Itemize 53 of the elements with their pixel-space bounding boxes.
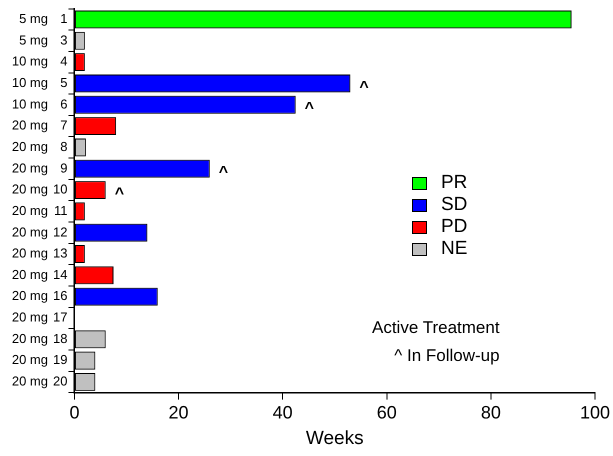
y-tick-label: 5 bbox=[60, 75, 68, 90]
text: 20 mg bbox=[12, 330, 48, 346]
text: 20 mg bbox=[12, 310, 48, 325]
annotation: ^ bbox=[304, 100, 314, 118]
text: 20 mg bbox=[12, 138, 48, 154]
y-tick-label: 14 bbox=[52, 266, 68, 282]
annotation: ^ bbox=[218, 164, 228, 182]
y-tick-label: 20 bbox=[52, 374, 68, 389]
text: 20 mg bbox=[12, 266, 48, 282]
annotation: ^ In Follow-up bbox=[393, 345, 500, 367]
y-tick-label: 12 bbox=[52, 224, 68, 240]
y-tick-label: 9 bbox=[60, 160, 68, 176]
y-tick-label: 18 bbox=[52, 330, 68, 346]
y-tick-label: 6 bbox=[60, 96, 68, 112]
text: 20 mg bbox=[12, 118, 48, 133]
text: 20 mg bbox=[12, 160, 48, 176]
y-tick-label: 10 bbox=[52, 182, 68, 197]
text: 20 mg bbox=[12, 224, 48, 240]
text: 10 mg bbox=[12, 75, 48, 90]
y-tick-label: 1 bbox=[60, 11, 68, 26]
x-axis-title: Weeks bbox=[306, 428, 364, 449]
y-tick-label: 16 bbox=[52, 288, 68, 304]
y-tick-label: 8 bbox=[60, 138, 68, 154]
x-tick-label: 40 bbox=[272, 402, 293, 422]
text: 20 mg bbox=[12, 202, 48, 218]
text: 20 mg bbox=[12, 374, 48, 389]
annotation: ^ bbox=[114, 185, 124, 202]
y-tick-label: 17 bbox=[52, 310, 68, 325]
legend-label: SD bbox=[441, 194, 468, 216]
y-tick-label: 19 bbox=[52, 352, 68, 368]
text: 20 mg bbox=[12, 288, 48, 304]
legend-label: PD bbox=[441, 216, 468, 238]
y-tick-label: 11 bbox=[54, 202, 68, 218]
annotation: ^ bbox=[359, 78, 369, 96]
x-tick-label: 80 bbox=[480, 402, 501, 422]
y-tick-label: 13 bbox=[52, 246, 68, 261]
text: 20 mg bbox=[12, 352, 48, 368]
legend-label: PR bbox=[441, 172, 468, 194]
text: 10 mg bbox=[12, 54, 48, 69]
text: 5 mg bbox=[19, 11, 48, 26]
y-tick-label: 4 bbox=[60, 54, 68, 69]
y-tick-label: 3 bbox=[60, 32, 68, 48]
x-tick-label: 0 bbox=[69, 402, 80, 422]
text: 5 mg bbox=[19, 32, 48, 48]
text: 20 mg bbox=[12, 182, 48, 197]
annotation: Active Treatment bbox=[372, 317, 500, 339]
text: 20 mg bbox=[12, 246, 48, 261]
x-tick-label: 20 bbox=[168, 402, 189, 422]
y-tick-label: 7 bbox=[60, 118, 68, 133]
legend-label: NE bbox=[441, 238, 468, 260]
text: 10 mg bbox=[12, 96, 48, 112]
x-tick-label: 60 bbox=[376, 402, 397, 422]
x-tick-label: 100 bbox=[580, 402, 610, 422]
